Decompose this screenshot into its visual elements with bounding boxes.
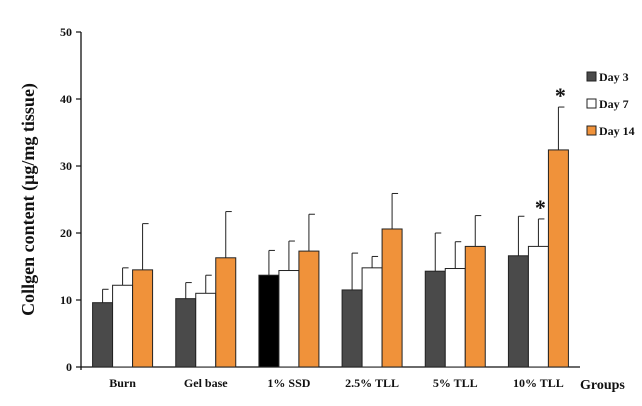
bar-day-3 [92, 302, 114, 368]
x-category-label: 5% TLL [433, 376, 478, 390]
x-category-label: Gel base [184, 376, 228, 390]
legend: Day 3 Day 7 Day 14 [586, 70, 635, 138]
bar-day-14 [464, 245, 486, 368]
bar-day-7 [527, 245, 549, 368]
bar-day-7 [278, 270, 300, 368]
bar-day-7 [195, 292, 217, 368]
bar-day-7 [361, 267, 383, 368]
legend-label: Day 3 [599, 70, 629, 84]
legend-label: Day 7 [599, 97, 629, 111]
significance-marker: * [535, 195, 546, 220]
bar-day-3 [507, 255, 529, 368]
y-tick-label: 30 [60, 159, 72, 173]
bar-day-3 [341, 289, 363, 368]
x-category-label: Burn [109, 376, 136, 390]
x-category-label: 10% TLL [513, 376, 564, 390]
legend-swatch [586, 98, 597, 109]
labels: Collgen content (µg/mg tissue) Groups Burn… [18, 83, 625, 393]
bar-day-3 [258, 274, 280, 368]
bar-day-14 [132, 269, 154, 368]
bar-day-7 [112, 284, 134, 368]
bar-day-3 [175, 298, 197, 368]
bar-day-14 [381, 228, 403, 368]
bar-day-3 [424, 270, 446, 368]
y-tick-label: 10 [60, 293, 72, 307]
bar-day-14 [215, 257, 237, 368]
x-category-label: 1% SSD [267, 376, 310, 390]
bars [92, 106, 569, 368]
bar-day-14 [547, 149, 569, 368]
significance-marker: * [555, 83, 566, 108]
x-category-label: 2.5% TLL [345, 376, 399, 390]
x-axis-label: Groups [580, 378, 625, 393]
legend-label: Day 14 [599, 124, 635, 138]
legend-swatch [586, 125, 597, 136]
y-axis-label: Collgen content (µg/mg tissue) [18, 83, 39, 316]
y-tick-label: 0 [66, 360, 72, 374]
legend-swatch [586, 71, 597, 82]
bar-day-14 [298, 250, 320, 368]
y-tick-label: 50 [60, 25, 72, 39]
y-tick-label: 20 [60, 226, 72, 240]
y-tick-label: 40 [60, 92, 72, 106]
bar-day-7 [444, 268, 466, 368]
axes: 0 10 20 30 40 50 [60, 25, 580, 374]
